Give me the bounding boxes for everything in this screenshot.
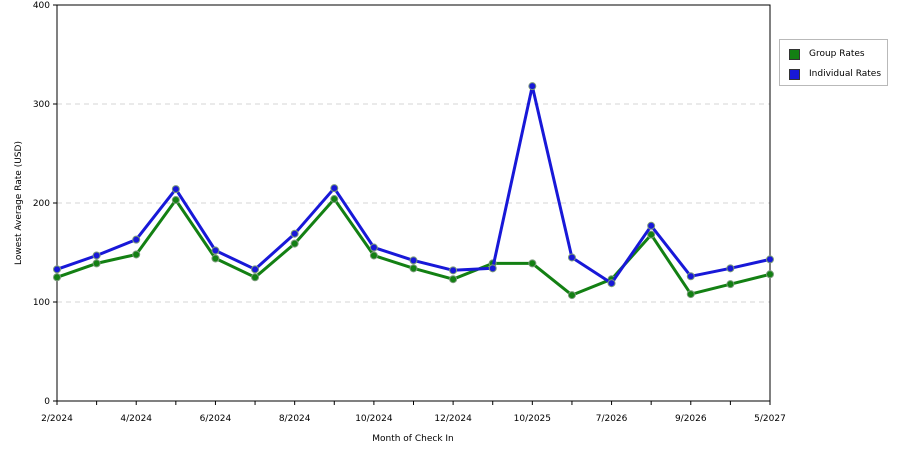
data-point[interactable]	[369, 243, 378, 252]
data-point[interactable]	[726, 264, 735, 273]
data-point[interactable]	[290, 229, 299, 238]
data-point[interactable]	[409, 256, 418, 265]
data-point[interactable]	[369, 251, 378, 260]
data-point[interactable]	[449, 275, 458, 284]
data-point[interactable]	[251, 265, 260, 274]
y-tick-label: 200	[33, 199, 50, 209]
legend-item-group-rates: Group Rates	[789, 47, 865, 61]
y-axis: 0 100 200 300 400	[33, 1, 57, 407]
data-point[interactable]	[647, 230, 656, 239]
legend-swatch-group-rates	[789, 48, 800, 60]
data-point[interactable]	[528, 82, 537, 91]
data-point[interactable]	[132, 235, 141, 244]
data-point[interactable]	[211, 254, 220, 263]
x-tick-label: 10/2024	[355, 414, 393, 424]
data-point[interactable]	[53, 273, 61, 282]
data-point[interactable]	[766, 270, 774, 279]
data-point[interactable]	[686, 290, 695, 299]
legend-label-individual-rates: Individual Rates	[809, 69, 882, 79]
data-point[interactable]	[528, 259, 537, 268]
series-individual-rates	[53, 82, 774, 288]
series-lines	[53, 82, 774, 300]
data-point[interactable]	[607, 279, 616, 288]
legend-label-group-rates: Group Rates	[809, 49, 865, 59]
x-tick-label: 5/2027	[754, 414, 786, 424]
legend-item-individual-rates: Individual Rates	[789, 67, 881, 81]
y-axis-title: Lowest Average Rate (USD)	[14, 141, 24, 265]
data-point[interactable]	[53, 265, 61, 274]
x-axis: 2/2024 4/2024 6/2024 8/2024 10/2024 12/2024 10…	[41, 401, 786, 424]
data-point[interactable]	[409, 264, 418, 273]
y-tick-label: 0	[44, 397, 50, 407]
data-point[interactable]	[567, 253, 576, 262]
data-point[interactable]	[567, 291, 576, 300]
data-point[interactable]	[647, 221, 656, 230]
data-point[interactable]	[726, 280, 735, 289]
x-tick-label: 8/2024	[279, 414, 311, 424]
x-tick-label: 10/2025	[514, 414, 551, 424]
data-point[interactable]	[290, 239, 299, 248]
x-tick-label: 6/2024	[200, 414, 232, 424]
y-tick-label: 100	[33, 298, 50, 308]
y-tick-label: 300	[33, 100, 50, 110]
data-point[interactable]	[488, 264, 497, 273]
y-tick-label: 400	[33, 1, 50, 11]
x-tick-label: 12/2024	[434, 414, 472, 424]
legend-swatch-individual-rates	[789, 68, 800, 80]
x-tick-label: 7/2026	[596, 414, 628, 424]
data-point[interactable]	[171, 196, 180, 205]
data-point[interactable]	[766, 255, 774, 264]
data-point[interactable]	[330, 184, 339, 193]
data-point[interactable]	[171, 185, 180, 194]
data-point[interactable]	[330, 195, 339, 204]
data-point[interactable]	[211, 246, 220, 255]
data-point[interactable]	[132, 250, 141, 259]
series-line	[56, 197, 771, 297]
data-point[interactable]	[449, 266, 458, 275]
x-axis-title: Month of Check In	[372, 434, 454, 444]
series-group-rates	[53, 195, 774, 300]
x-tick-label: 4/2024	[120, 414, 152, 424]
data-point[interactable]	[92, 259, 101, 268]
data-point[interactable]	[686, 272, 695, 281]
data-point[interactable]	[92, 251, 101, 260]
data-point[interactable]	[251, 273, 260, 282]
x-tick-label: 2/2024	[41, 414, 73, 424]
x-tick-label: 9/2026	[675, 414, 707, 424]
legend: Group Rates Individual Rates	[779, 39, 888, 86]
